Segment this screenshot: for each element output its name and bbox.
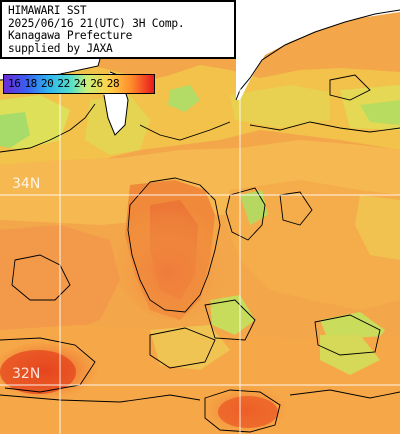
supplier-line: supplied by JAXA [8,41,113,55]
east-yellow [355,195,400,260]
legend-value-26: 26 [90,77,103,90]
east-region [225,180,400,310]
east-green-2 [210,295,255,335]
yellow-patch-3 [230,85,330,128]
hot-spot-s-core [218,396,278,428]
warm-center [115,200,235,320]
lat-label-32n: 32N [12,366,41,382]
green-patch-2 [168,85,200,112]
info-box: HIMAWARI SST 2025/06/16 21(UTC) 3H Comp.… [0,0,236,59]
temperature-legend: 16 18 20 22 24 26 28 [3,74,155,94]
legend-value-24: 24 [73,77,87,90]
south-band [0,325,400,434]
land-north [236,0,400,100]
date-line: 2025/06/16 21(UTC) 3H Comp. [8,16,185,30]
green-patch-3 [360,100,400,125]
legend-value-28: 28 [106,77,120,90]
legend-value-16: 16 [8,77,21,90]
coastline-north [235,9,400,101]
green-patch-1 [0,112,30,148]
legend-value-20: 20 [40,77,54,90]
south-yellow [150,325,230,370]
legend-value-22: 22 [57,77,70,90]
title-line: HIMAWARI SST [8,4,87,17]
legend-value-18: 18 [24,77,37,90]
hot-spot-sw-core [0,350,76,394]
south-green [320,335,380,375]
lat-label-34n: 34N [12,176,41,192]
region-line: Kanagawa Prefecture [8,29,133,42]
